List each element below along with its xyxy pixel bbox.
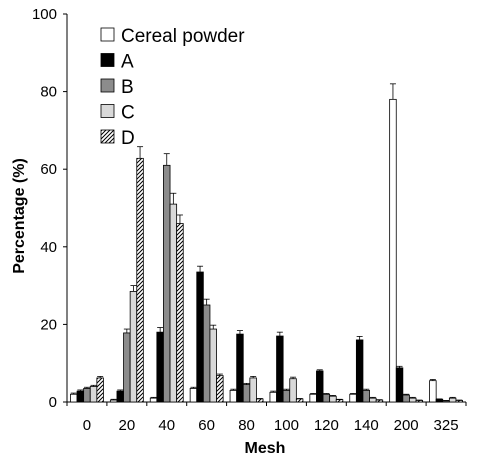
legend-swatch (100, 129, 115, 144)
y-axis-title: Percentage (%) (11, 158, 28, 274)
x-tick-label: 20 (119, 417, 136, 434)
x-tick-label: 60 (198, 417, 215, 434)
bar (435, 398, 444, 403)
bar (209, 328, 217, 403)
bar (369, 397, 377, 403)
bar (362, 389, 370, 403)
bar (123, 332, 131, 403)
bar (163, 164, 171, 403)
legend-label: B (121, 77, 134, 98)
x-tick-label: 120 (314, 417, 339, 434)
bar (276, 335, 284, 403)
legend-swatch (100, 104, 115, 118)
bar (395, 367, 404, 403)
bar (129, 291, 138, 403)
bar (455, 400, 463, 403)
legend-label: D (121, 128, 135, 149)
x-tick-label: 100 (274, 417, 299, 434)
bar (96, 377, 104, 403)
bar (109, 399, 118, 403)
bar (202, 304, 211, 403)
y-tick-label: 100 (32, 6, 57, 23)
y-tick-label: 0 (49, 394, 57, 411)
bar (229, 389, 238, 403)
bar (256, 398, 264, 403)
y-tick-label: 60 (40, 161, 57, 178)
bar (176, 223, 184, 403)
bar (329, 395, 337, 403)
legend-swatch (100, 53, 115, 67)
y-tick-label: 20 (40, 316, 57, 333)
bar (242, 384, 251, 403)
bar (309, 393, 317, 403)
bar (70, 393, 78, 403)
bar (282, 389, 291, 403)
bar (335, 399, 344, 403)
x-tick-label: 325 (434, 417, 459, 434)
x-tick-label: 80 (238, 417, 255, 434)
legend-label: Cereal powder (121, 26, 245, 47)
bar (196, 271, 204, 403)
bar (236, 333, 244, 403)
x-tick-label: 200 (394, 417, 419, 434)
bar (89, 386, 98, 403)
bar (249, 377, 257, 403)
bar (409, 397, 417, 403)
x-tick-label: 0 (83, 417, 91, 434)
y-tick-label: 80 (40, 84, 57, 101)
x-axis-title: Mesh (245, 440, 286, 457)
x-tick-label: 140 (354, 417, 379, 434)
bar (269, 391, 277, 403)
bar (149, 397, 158, 403)
bar (402, 394, 410, 403)
bar (289, 378, 297, 403)
legend-swatch (100, 78, 115, 93)
bar (216, 375, 224, 403)
bar (355, 339, 364, 403)
bar (189, 388, 198, 403)
bar (295, 398, 304, 403)
y-tick-label: 40 (40, 239, 57, 256)
bar (322, 393, 331, 403)
bar (156, 331, 164, 403)
bar (136, 157, 144, 403)
x-tick-label: 40 (158, 417, 175, 434)
legend-swatch (100, 27, 115, 42)
bar (415, 400, 424, 403)
bar (389, 98, 397, 403)
bar (442, 400, 450, 403)
legend-label: C (121, 103, 135, 124)
bar (83, 388, 91, 403)
bar (349, 393, 357, 403)
bar (76, 390, 85, 403)
bar (316, 370, 324, 403)
bar (169, 203, 178, 403)
plot-area: 0 20 40 60 80 100 0 20 40 60 80 100 120 140 200 325 (32, 6, 467, 434)
legend-label: A (121, 52, 134, 73)
bar (375, 399, 384, 403)
bar (429, 380, 437, 403)
bar (448, 397, 457, 403)
bar (116, 390, 124, 403)
